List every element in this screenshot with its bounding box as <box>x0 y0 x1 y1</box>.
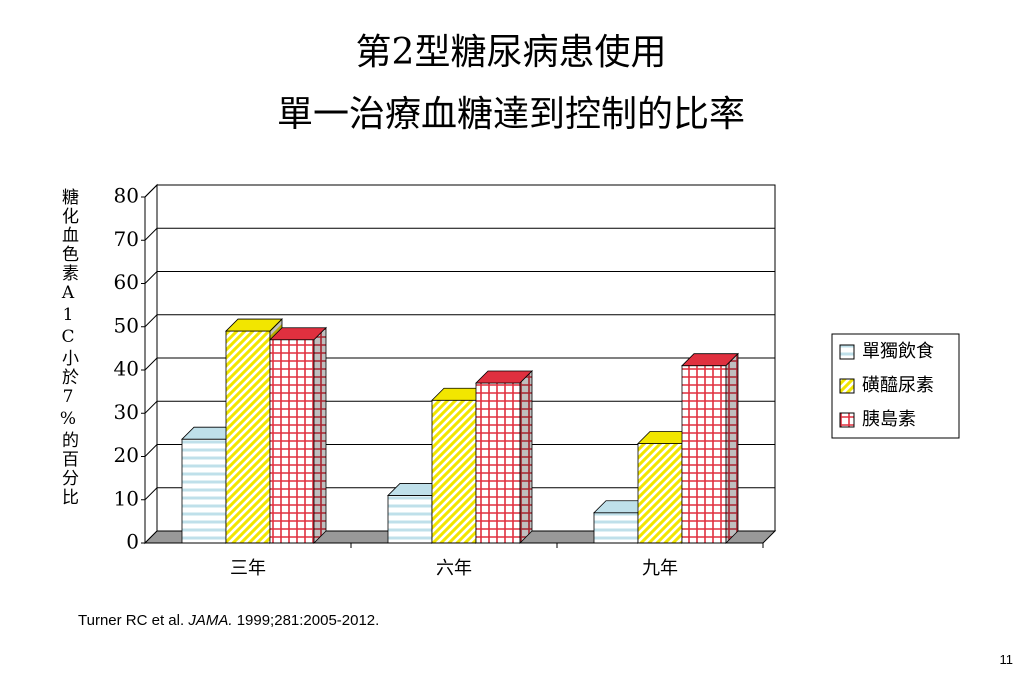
y-tick-label: 10 <box>114 486 139 510</box>
legend-swatch <box>839 412 855 428</box>
y-tick-label: 80 <box>114 184 139 208</box>
y-tick-label: 60 <box>114 270 139 294</box>
bar <box>431 399 477 544</box>
bar-side <box>725 352 739 544</box>
grid-line <box>144 400 775 414</box>
bar-side <box>519 370 533 544</box>
bar <box>225 330 271 544</box>
legend-label: 磺醯尿素 <box>862 375 934 396</box>
y-tick-label: 40 <box>114 357 139 381</box>
grid-line <box>144 444 775 457</box>
legend-swatch <box>839 344 855 360</box>
bar <box>637 443 683 544</box>
bar <box>681 365 727 544</box>
grid-line <box>144 357 775 371</box>
legend-label: 胰島素 <box>862 409 916 430</box>
grid-line <box>144 227 775 241</box>
bar-side-shade <box>314 327 326 543</box>
page-number: 11 <box>999 652 1014 667</box>
grid-line <box>144 271 775 284</box>
bar <box>475 382 521 544</box>
grid-line <box>144 184 775 198</box>
y-axis-label: 糖化血色素A1C小於7%的百分比 <box>58 188 78 507</box>
bar <box>269 339 315 544</box>
bar <box>181 438 227 544</box>
footnote-details: 1999;281:2005-2012. <box>236 612 380 629</box>
y-tick-label: 30 <box>114 400 139 424</box>
grid-line <box>144 314 775 328</box>
legend-swatch <box>839 378 855 394</box>
chart-title: 第2型糖尿病患使用 <box>356 32 667 73</box>
x-tick-label: 九年 <box>642 558 678 579</box>
bar <box>593 512 639 544</box>
bar <box>387 495 433 544</box>
x-tick-label: 六年 <box>436 558 472 579</box>
footnote-journal: JAMA. <box>188 612 233 629</box>
footnote-authors: Turner RC et al. <box>78 612 185 629</box>
y-tick-label: 0 <box>126 530 139 554</box>
x-tick-label: 三年 <box>230 558 266 579</box>
footnote: Turner RC et al. JAMA. 1999;281:2005-201… <box>78 612 379 629</box>
y-tick-label: 20 <box>114 443 139 467</box>
bar-side-shade <box>726 353 738 543</box>
legend-label: 單獨飲食 <box>862 341 934 362</box>
bar-side <box>313 326 327 544</box>
chart-title: 單一治療血糖達到控制的比率 <box>277 94 745 135</box>
y-tick-label: 70 <box>114 227 139 251</box>
y-tick-label: 50 <box>114 313 139 337</box>
bar-side-shade <box>520 370 532 543</box>
grid-line <box>144 487 775 501</box>
